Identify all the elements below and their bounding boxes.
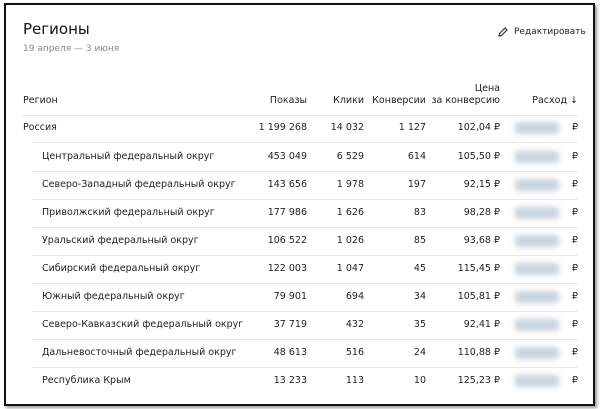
cell: 79 901: [273, 291, 307, 302]
cell: 432: [345, 319, 364, 330]
cell: 34: [413, 291, 426, 302]
row-divider: [32, 367, 578, 368]
cell: 106 522: [267, 235, 307, 246]
region-name: Центральный федеральный округ: [42, 151, 215, 162]
column-header: Регион: [23, 95, 58, 106]
cell: 516: [345, 347, 364, 358]
panel: Регионы 19 апреля — 3 июня Редактировать…: [4, 3, 595, 406]
region-name: Дальневосточный федеральный округ: [42, 347, 237, 358]
row-divider: [32, 227, 578, 228]
header-divider: [22, 115, 578, 116]
cell: 98,28 ₽: [463, 207, 500, 218]
pencil-icon: [498, 27, 508, 37]
cell: 1 047: [336, 263, 364, 274]
region-name: Приволжский федеральный округ: [42, 207, 215, 218]
cell: 453 049: [267, 151, 307, 162]
blurred-value: [515, 347, 559, 359]
row-divider: [32, 199, 578, 200]
blurred-value: [515, 375, 559, 387]
cell: 92,41 ₽: [463, 319, 500, 330]
region-name: Республика Крым: [42, 375, 131, 386]
cell: 115,45 ₽: [457, 263, 500, 274]
blurred-value: [515, 179, 559, 191]
blurred-value: [515, 122, 559, 134]
blurred-value: [515, 263, 559, 275]
row-divider: [32, 255, 578, 256]
cell: ₽: [571, 375, 578, 386]
column-header: Конверсии: [372, 95, 426, 106]
cell: 177 986: [267, 207, 307, 218]
cell: 93,68 ₽: [463, 235, 500, 246]
blurred-value: [515, 319, 559, 331]
cell: 105,81 ₽: [457, 291, 500, 302]
cell: 83: [413, 207, 426, 218]
column-header: Расход ↓: [532, 95, 578, 106]
cell: 143 656: [267, 179, 307, 190]
cell: 105,50 ₽: [457, 151, 500, 162]
cell: 614: [407, 151, 426, 162]
blurred-value: [515, 207, 559, 219]
cell: 1 026: [336, 235, 364, 246]
row-divider: [32, 311, 578, 312]
cell: 35: [413, 319, 426, 330]
row-divider: [32, 283, 578, 284]
subtitle: 19 апреля — 3 июня: [23, 44, 120, 54]
cell: ₽: [571, 207, 578, 218]
cell: 197: [407, 179, 426, 190]
cell: 10: [413, 375, 426, 386]
region-total: Россия: [23, 122, 57, 133]
region-name: Южный федеральный округ: [42, 291, 185, 302]
cell: ₽: [571, 179, 578, 190]
row-divider: [32, 171, 578, 172]
cell: ₽: [571, 151, 578, 162]
column-header: Показы: [269, 95, 307, 106]
cell: 1 199 268: [258, 122, 307, 133]
blurred-value: [515, 151, 559, 163]
cell: 14 032: [330, 122, 364, 133]
cell: 48 613: [273, 347, 307, 358]
cell: 102,04 ₽: [457, 122, 500, 133]
cell: 45: [413, 263, 426, 274]
cell: 1 626: [336, 207, 364, 218]
cell: 113: [345, 375, 364, 386]
region-name: Северо-Западный федеральный округ: [42, 179, 236, 190]
cell: 92,15 ₽: [463, 179, 500, 190]
blurred-value: [515, 235, 559, 247]
edit-label: Редактировать: [514, 27, 586, 37]
cell: ₽: [571, 263, 578, 274]
cell: 24: [413, 347, 426, 358]
region-name: Уральский федеральный округ: [42, 235, 199, 246]
title: Регионы: [23, 20, 90, 38]
cell: 1 127: [398, 122, 426, 133]
cell: ₽: [571, 347, 578, 358]
row-divider: [32, 142, 578, 143]
cell: ₽: [571, 291, 578, 302]
cell: ₽: [571, 122, 578, 133]
cell: 122 003: [267, 263, 307, 274]
cell: ₽: [571, 235, 578, 246]
cell: 37 719: [273, 319, 307, 330]
region-name: Северо-Кавказский федеральный округ: [42, 319, 244, 330]
cell: 110,88 ₽: [457, 347, 500, 358]
cell: 6 529: [336, 151, 364, 162]
cell: ₽: [571, 319, 578, 330]
cell: 694: [345, 291, 364, 302]
cell: 85: [413, 235, 426, 246]
blurred-value: [515, 291, 559, 303]
edit-button[interactable]: Редактировать: [497, 25, 586, 39]
region-name: Сибирский федеральный округ: [42, 263, 201, 274]
cell: 125,23 ₽: [457, 375, 500, 386]
row-divider: [32, 339, 578, 340]
column-header: Цена за конверсию: [431, 83, 500, 106]
column-header: Клики: [333, 95, 364, 106]
cell: 1 978: [336, 179, 364, 190]
cell: 13 233: [273, 375, 307, 386]
